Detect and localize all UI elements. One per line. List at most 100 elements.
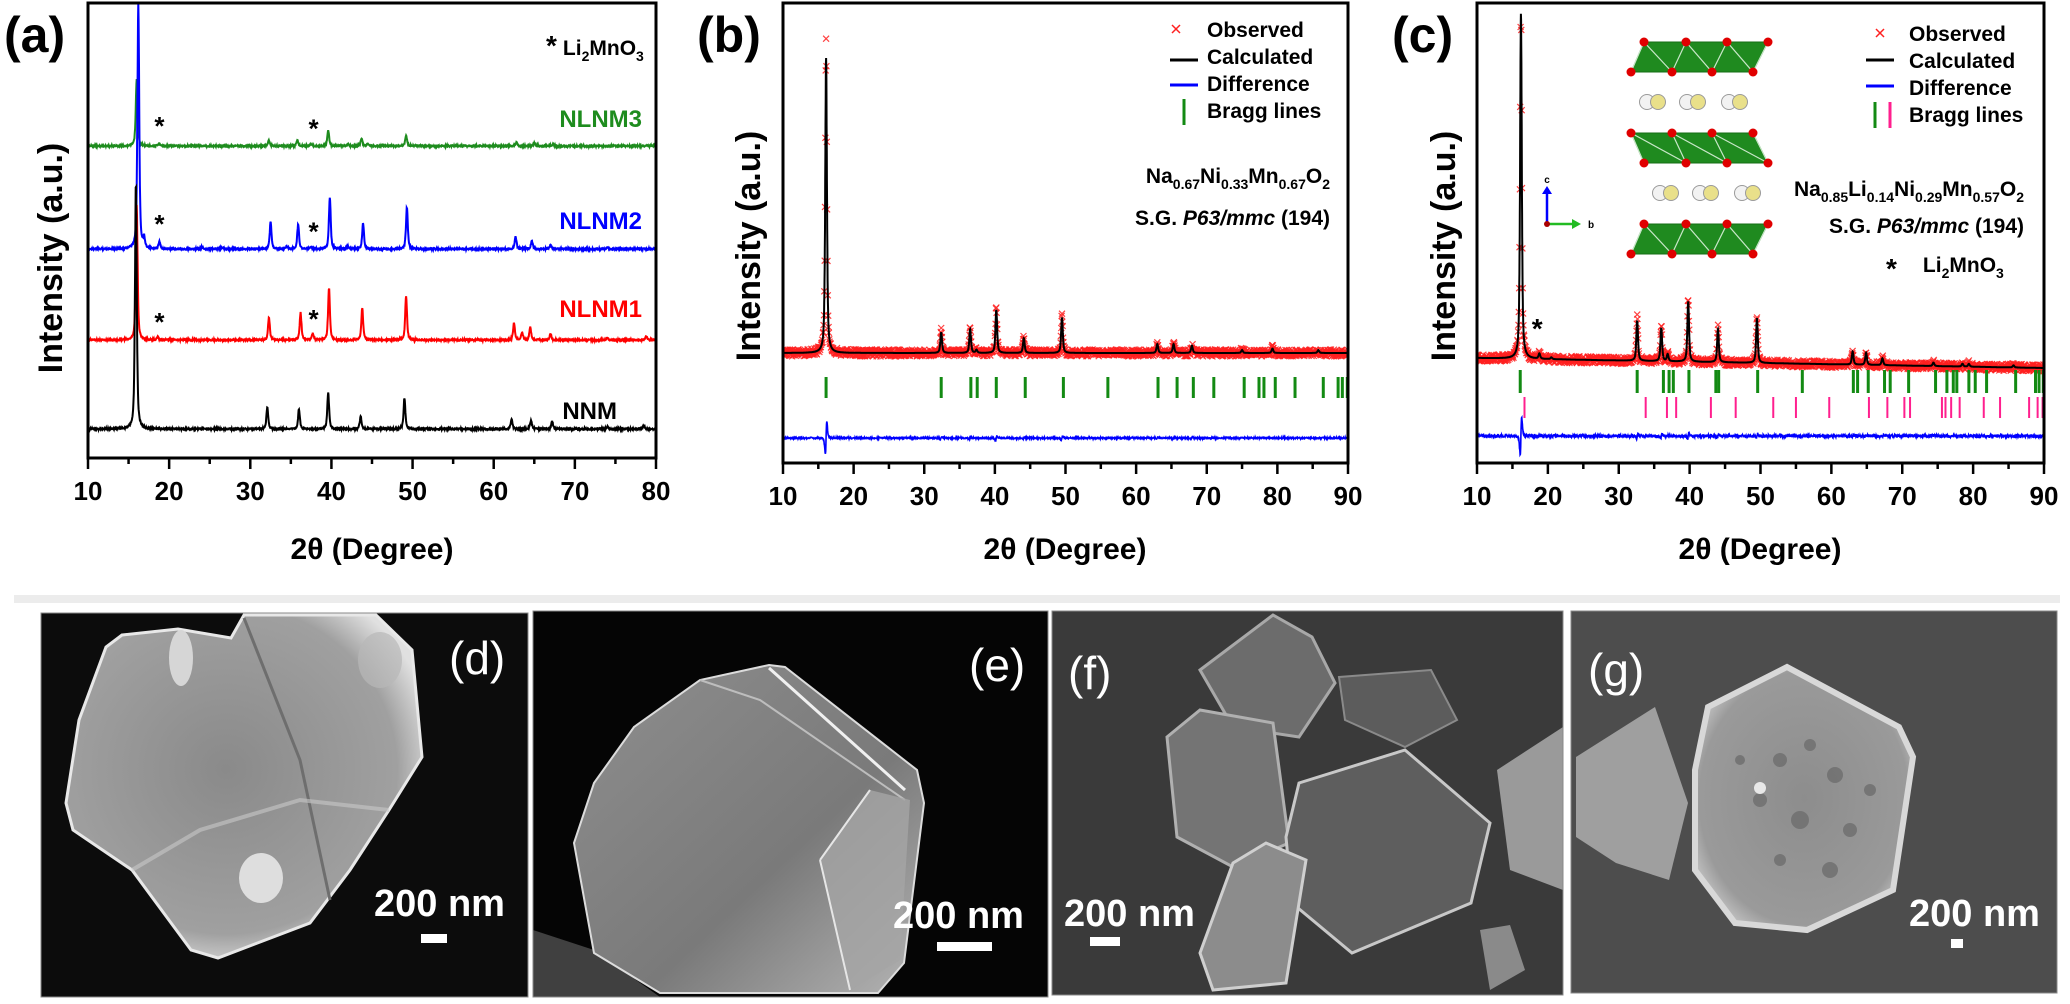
- oxygen-atom: [1667, 67, 1677, 77]
- impurity-star: *: [1532, 313, 1543, 344]
- oxygen-atom: [1748, 67, 1758, 77]
- oxygen-atom: [1626, 249, 1636, 259]
- x-axis-b: 10 20 30 40 50 60 70 80 90: [769, 463, 1362, 511]
- oxygen-atom: [1748, 249, 1758, 259]
- oxygen-atom: [1639, 37, 1649, 47]
- formula-subscript: 2: [1322, 176, 1330, 192]
- space-group-c: S.G. P63/mmc (194): [1829, 215, 2024, 238]
- series-label-nlnm3: NLNM3: [559, 106, 642, 133]
- impurity-markers-a: * * * * * *: [154, 111, 319, 337]
- surface-particle: [169, 630, 193, 686]
- formula-subscript: 2: [1942, 265, 1950, 281]
- sodium-atom: [1690, 94, 1706, 110]
- inset-axis-b-label: b: [1588, 220, 1594, 231]
- panel-label-b: (b): [697, 7, 761, 63]
- oxygen-atom: [1626, 128, 1636, 138]
- panel-c: (c) Intensity (a.u.) 2θ (Degree) c b 10 2…: [1392, 1, 2059, 566]
- sodium-atom: [1663, 185, 1679, 201]
- oxygen-atom: [1722, 219, 1732, 229]
- legend-observed-marker: [1171, 24, 1181, 34]
- scale-bar-label-f: 200 nm: [1064, 893, 1195, 935]
- oxygen-atom: [1763, 219, 1773, 229]
- impurity-star: *: [154, 209, 165, 239]
- formula-part: O: [2000, 178, 2016, 201]
- oxygen-atom: [1681, 219, 1691, 229]
- sem-image-f: (f) 200 nm: [1051, 610, 1564, 996]
- formula-part: Ni: [1894, 178, 1915, 201]
- refinement-plot-b: [783, 35, 1348, 454]
- observed-point: [992, 304, 1000, 311]
- formula-subscript: 0.57: [1973, 189, 2000, 205]
- sg-name: P63/mmc: [1183, 207, 1276, 230]
- oxygen-atom: [1707, 128, 1717, 138]
- oxygen-atom: [1667, 128, 1677, 138]
- x-tick-label: 40: [317, 476, 346, 506]
- panel-b: (b) Intensity (a.u.) 2θ (Degree) 10 20 30 4…: [697, 1, 1362, 566]
- sg-prefix: S.G.: [1135, 207, 1183, 230]
- impurity-star: *: [309, 114, 320, 144]
- sodium-atom: [1703, 185, 1719, 201]
- scale-bar-label-d: 200 nm: [374, 883, 505, 925]
- x-tick-label: 20: [839, 481, 868, 511]
- transition-metal-layer: [1626, 37, 1773, 77]
- impurity-star: *: [309, 217, 320, 247]
- x-tick-label: 30: [1604, 481, 1633, 511]
- divider: [14, 595, 2060, 603]
- observed-point: [1058, 310, 1066, 318]
- x-tick-label: 50: [1051, 481, 1080, 511]
- observed-points: [1477, 23, 2044, 375]
- oxygen-atom: [1707, 67, 1717, 77]
- impurity-star: *: [154, 307, 165, 337]
- x-tick-label: 70: [1192, 481, 1221, 511]
- x-tick-label: 80: [642, 476, 671, 506]
- x-axis-title-c: 2θ (Degree): [1679, 533, 1842, 566]
- formula-subscript: 0.67: [1279, 176, 1306, 192]
- legend-calculated: Calculated: [1207, 46, 1313, 69]
- x-tick-label: 80: [1959, 481, 1988, 511]
- panel-a: (a) Intensity (a.u.) 2θ (Degree) * ** ** * …: [4, 1, 671, 566]
- legend-observed: Observed: [1909, 23, 2006, 46]
- calculated-line: [783, 57, 1348, 354]
- observed-point: [1058, 312, 1066, 320]
- sg-name: P63/mmc: [1877, 215, 1970, 238]
- sodium-atom: [1650, 94, 1666, 110]
- difference-line: [783, 421, 1348, 454]
- oxygen-atom: [1626, 67, 1636, 77]
- y-axis-title-c: Intensity (a.u.): [1425, 131, 1463, 361]
- oxygen-atom: [1681, 37, 1691, 47]
- legend-bragg: Bragg lines: [1207, 100, 1321, 123]
- surface-particle: [239, 853, 283, 903]
- x-axis-title-b: 2θ (Degree): [984, 533, 1147, 566]
- formula-subscript: 0.85: [1821, 189, 1848, 205]
- formula-subscript: 3: [636, 48, 644, 64]
- axis-origin: [1544, 221, 1550, 227]
- formula-part: O: [1306, 165, 1322, 188]
- formula-part: Ni: [1200, 165, 1221, 188]
- image-label-f: (f): [1068, 647, 1111, 699]
- legend-observed: Observed: [1207, 19, 1304, 42]
- sem-image-d: (d) 200 nm: [40, 612, 529, 998]
- formula-part: MnO: [589, 37, 636, 60]
- formula-subscript: 2: [2016, 189, 2024, 205]
- impurity-star: *: [154, 111, 165, 141]
- x-tick-label: 90: [2030, 481, 2059, 511]
- xrd-traces-a: [88, 3, 656, 434]
- x-tick-label: 60: [479, 476, 508, 506]
- formula-subscript: 0.14: [1867, 189, 1894, 205]
- xrd-trace-nlnm1: [88, 204, 656, 345]
- oxygen-atom: [1707, 249, 1717, 259]
- sodium-atom: [1745, 185, 1761, 201]
- formula-part: Li: [563, 37, 582, 60]
- observed-point: [1753, 314, 1761, 321]
- observed-point: [1658, 323, 1666, 330]
- formula-part: Li: [1848, 178, 1867, 201]
- oxygen-atom: [1639, 158, 1649, 168]
- x-tick-label: 20: [155, 476, 184, 506]
- sem-image-g: (g) 200 nm: [1570, 610, 2058, 994]
- series-label-nlnm1: NLNM1: [559, 296, 642, 323]
- scale-bar-g: [1951, 939, 1963, 948]
- observed-point: [822, 35, 830, 43]
- x-tick-label: 60: [1817, 481, 1846, 511]
- series-label-nnm: NNM: [562, 398, 617, 425]
